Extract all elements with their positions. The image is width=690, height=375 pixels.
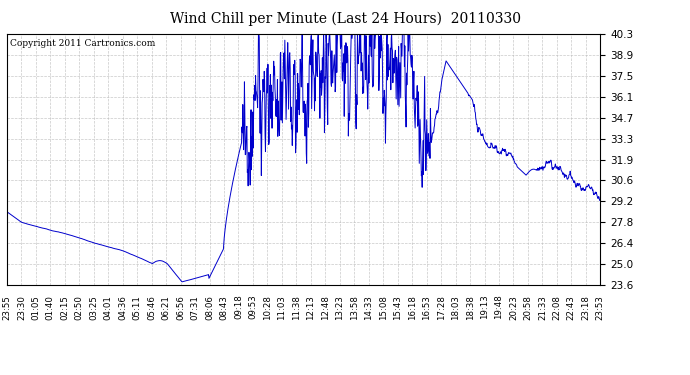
Text: Wind Chill per Minute (Last 24 Hours)  20110330: Wind Chill per Minute (Last 24 Hours) 20… xyxy=(170,11,520,26)
Text: Copyright 2011 Cartronics.com: Copyright 2011 Cartronics.com xyxy=(10,39,155,48)
